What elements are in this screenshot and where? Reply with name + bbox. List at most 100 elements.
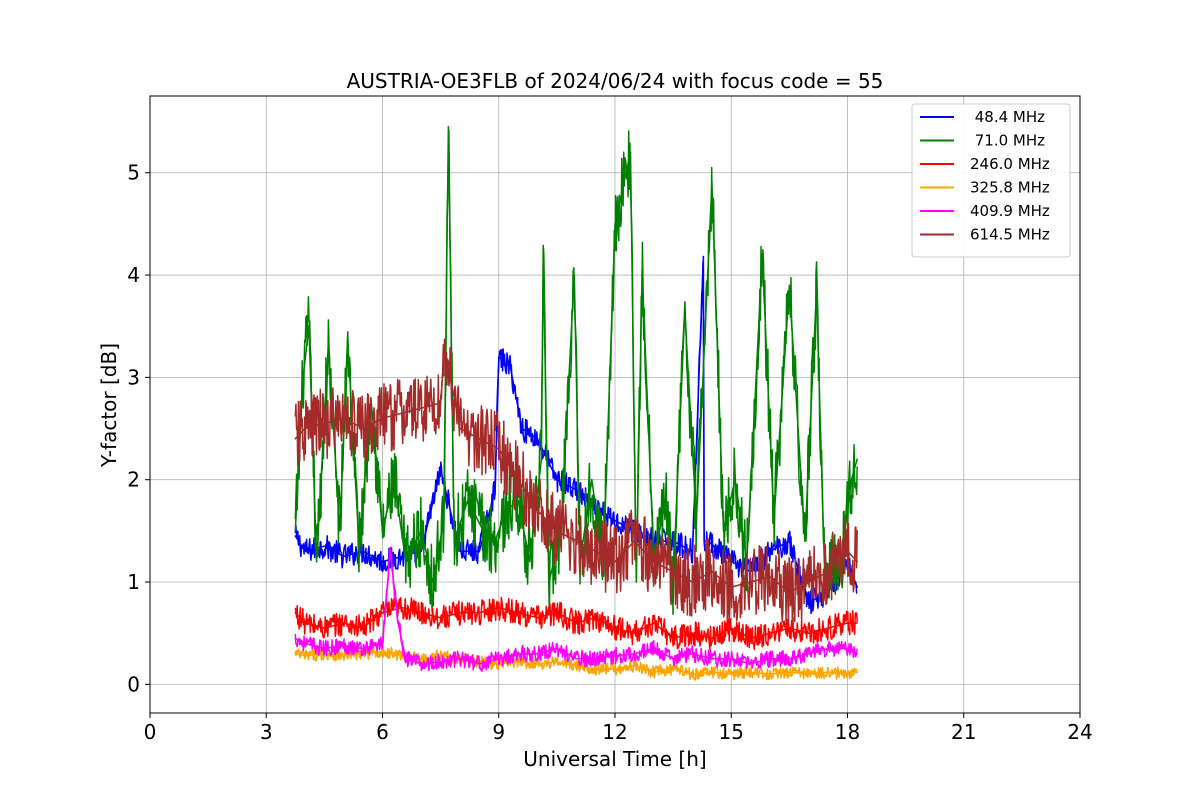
- x-tick-label: 9: [492, 720, 505, 744]
- data-point: [294, 530, 297, 532]
- data-point: [478, 550, 481, 553]
- data-point: [304, 427, 306, 430]
- y-tick-label: 5: [127, 161, 140, 185]
- data-point: [575, 540, 578, 542]
- x-tick-label: 24: [1067, 720, 1092, 744]
- series-line: [294, 345, 858, 594]
- data-point: [614, 223, 616, 225]
- data-point: [653, 647, 655, 650]
- x-tick-label: 3: [260, 720, 273, 744]
- data-point: [459, 611, 461, 614]
- data-point: [517, 611, 519, 614]
- data-point: [517, 661, 519, 663]
- data-point: [381, 650, 384, 653]
- data-point: [439, 661, 442, 663]
- data-point: [730, 586, 733, 588]
- data-point: [711, 671, 713, 673]
- data-point: [575, 489, 578, 491]
- data-point: [304, 642, 306, 645]
- data-point: [439, 468, 442, 471]
- legend-label: 614.5 MHz: [970, 226, 1050, 244]
- data-point: [846, 647, 849, 650]
- data-point: [614, 627, 616, 629]
- data-point: [575, 658, 578, 660]
- x-tick-label: 21: [951, 720, 976, 744]
- data-point: [711, 182, 713, 184]
- data-point: [498, 658, 500, 660]
- data-point: [517, 499, 519, 502]
- data-point: [556, 647, 558, 650]
- data-point: [302, 376, 304, 379]
- data-point: [846, 550, 849, 553]
- series-trace: [294, 338, 858, 624]
- data-point: [540, 458, 543, 461]
- data-point: [594, 668, 597, 670]
- data-point: [327, 345, 330, 348]
- series-group: [294, 125, 858, 681]
- data-point: [536, 509, 539, 512]
- x-tick-label: 6: [376, 720, 389, 744]
- series-2: [294, 596, 858, 651]
- data-point: [684, 310, 686, 312]
- data-point: [711, 637, 713, 640]
- data-point: [827, 671, 829, 673]
- data-point: [556, 661, 558, 663]
- data-point: [304, 622, 306, 624]
- data-point: [808, 632, 810, 634]
- data-point: [401, 654, 403, 657]
- series-line: [294, 606, 858, 640]
- data-point: [808, 601, 810, 604]
- data-point: [573, 274, 576, 276]
- data-point: [447, 125, 450, 128]
- data-point: [442, 519, 445, 522]
- y-tick-label: 3: [127, 365, 140, 389]
- data-point: [362, 647, 364, 650]
- data-point: [808, 673, 810, 675]
- data-point: [432, 581, 434, 583]
- data-point: [453, 540, 456, 542]
- data-point: [788, 658, 791, 660]
- data-point: [323, 647, 326, 650]
- data-point: [294, 611, 297, 614]
- data-point: [529, 560, 531, 563]
- data-point: [393, 478, 395, 481]
- data-point: [315, 560, 318, 563]
- data-point: [389, 550, 392, 553]
- data-point: [672, 668, 674, 670]
- data-point: [614, 560, 616, 563]
- data-point: [466, 499, 469, 502]
- data-point: [439, 654, 442, 657]
- data-point: [401, 606, 403, 609]
- y-tick-label: 1: [127, 570, 140, 594]
- data-point: [478, 611, 481, 614]
- data-point: [730, 673, 733, 675]
- data-point: [653, 671, 655, 673]
- data-point: [718, 550, 721, 553]
- data-point: [641, 269, 643, 271]
- data-point: [420, 407, 423, 409]
- data-point: [420, 663, 423, 665]
- data-point: [536, 617, 539, 619]
- data-point: [397, 622, 399, 624]
- data-point: [517, 478, 519, 481]
- data-point: [815, 289, 818, 292]
- x-tick-label: 12: [602, 720, 627, 744]
- data-point: [358, 550, 361, 553]
- data-point: [505, 509, 508, 512]
- data-point: [633, 540, 636, 542]
- data-point: [788, 540, 791, 542]
- series-5: [294, 338, 858, 624]
- data-point: [734, 478, 736, 481]
- data-point: [343, 622, 345, 624]
- x-tick-label: 0: [144, 720, 157, 744]
- data-point: [614, 654, 616, 657]
- data-point: [478, 663, 481, 665]
- data-point: [769, 576, 771, 578]
- data-point: [401, 412, 403, 415]
- x-axis-title: Universal Time [h]: [523, 747, 706, 771]
- data-point: [850, 478, 853, 481]
- data-point: [846, 622, 849, 624]
- data-point: [846, 673, 849, 675]
- data-point: [343, 417, 345, 420]
- series-trace: [294, 645, 858, 681]
